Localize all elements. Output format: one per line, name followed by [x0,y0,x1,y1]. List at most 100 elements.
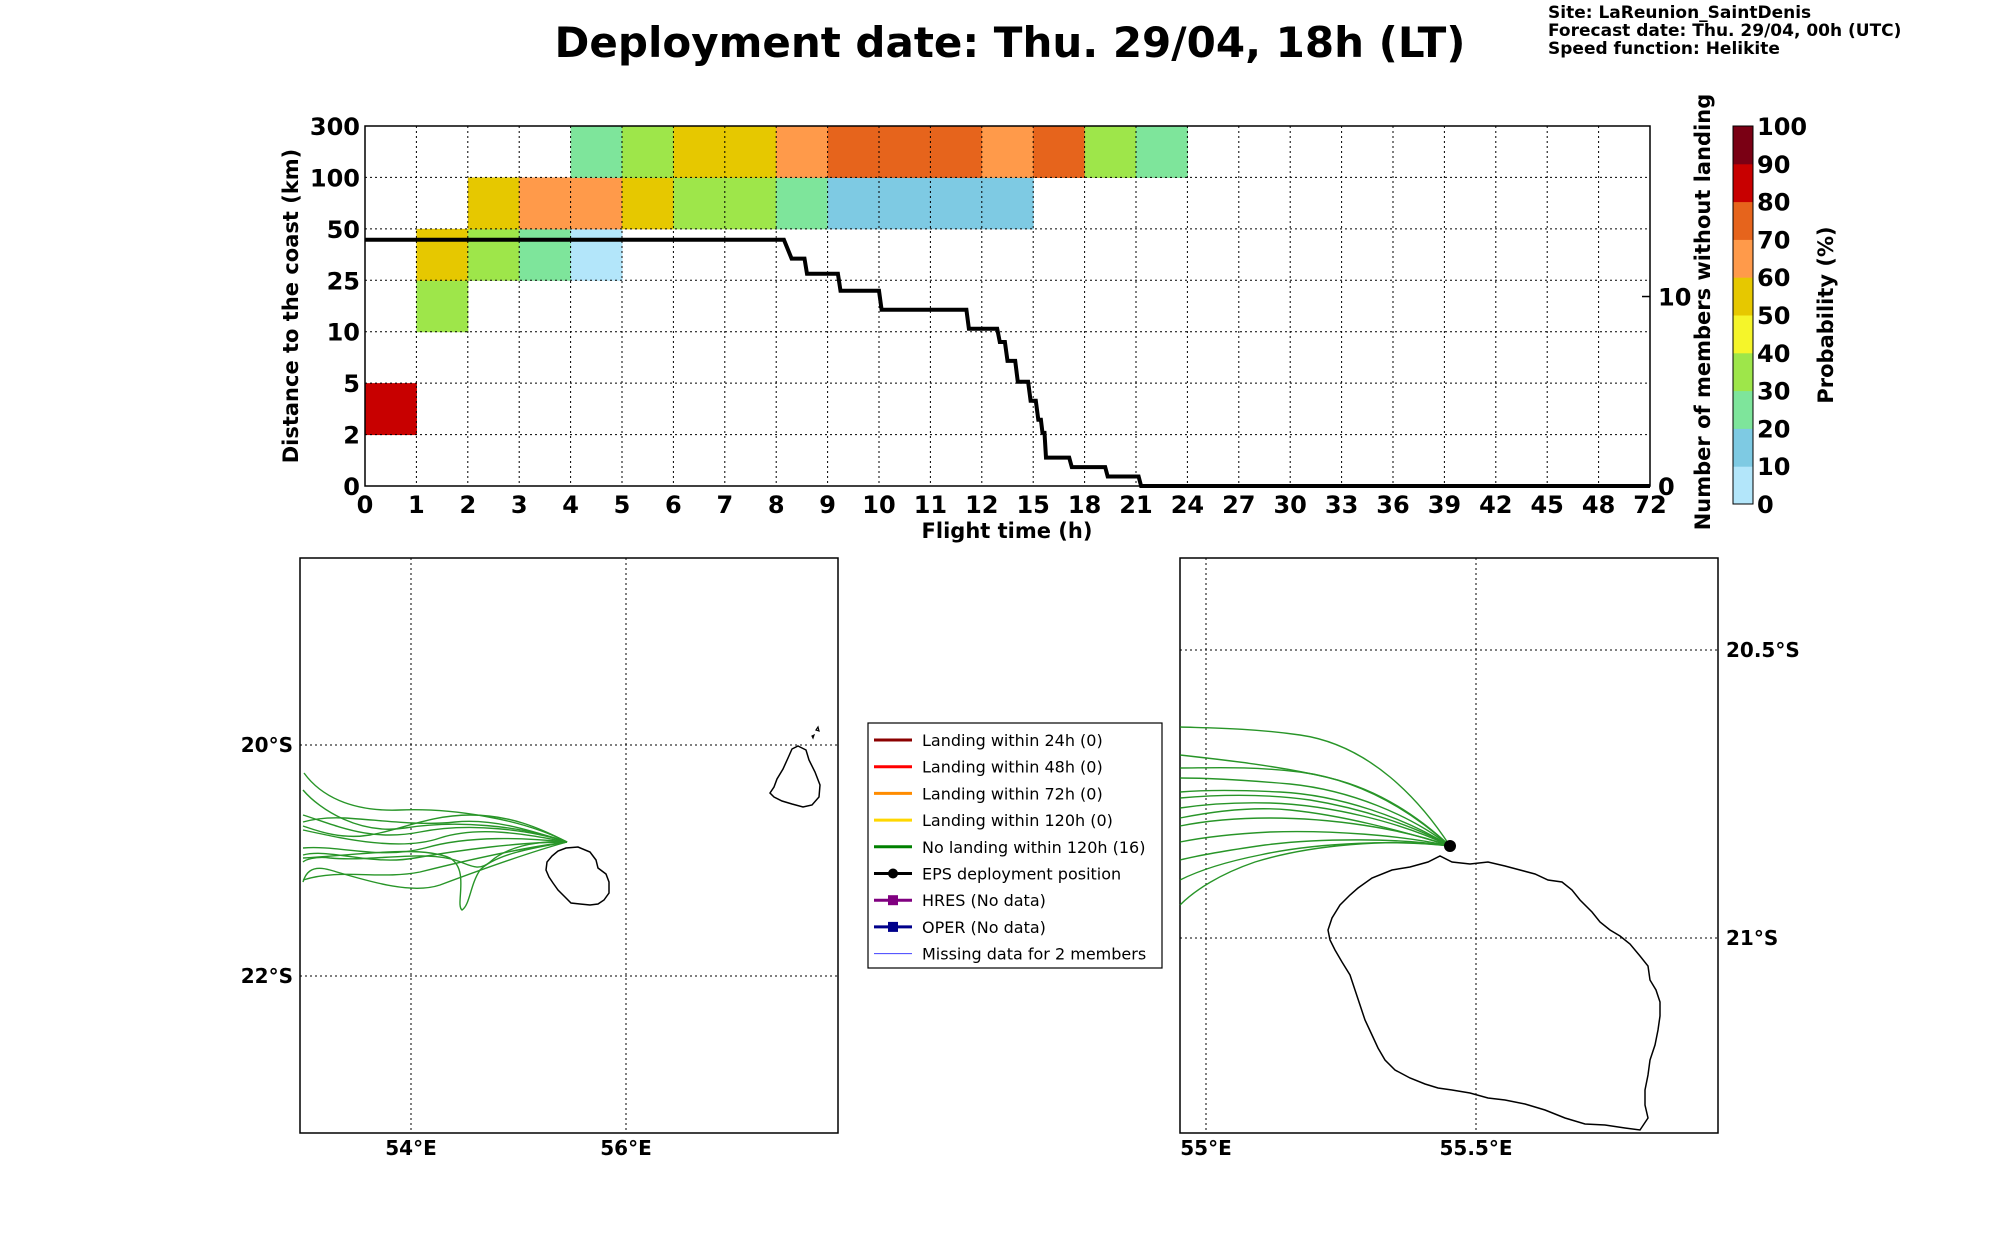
legend-marker [888,868,898,879]
x-tick-label: 18 [1068,491,1101,519]
lat-label-21: 21°S [1726,926,1778,950]
page-title: Deployment date: Thu. 29/04, 18h (LT) [555,18,1466,67]
heatmap-cell [365,383,417,436]
colorbar-bin [1733,390,1753,410]
trajectory [1179,842,1451,906]
x-tick-label: 9 [819,491,836,519]
legend-item: Landing within 72h (0) [874,784,1103,803]
colorbar-tick-label: 30 [1757,378,1790,406]
x-tick-label: 42 [1479,491,1512,519]
heatmap-cell [519,177,572,230]
heatmap-cells [365,126,1188,436]
colorbar-bin [1733,296,1753,316]
heatmap-cell [622,177,674,230]
zoom-map-gridlines [1180,558,1718,1133]
trajectory [302,814,568,843]
x-tick-label: 6 [665,491,682,519]
trajectory [1179,830,1451,847]
y-tick-label: 10 [327,319,360,347]
legend-item: EPS deployment position [874,865,1121,884]
x-tick-label: 39 [1428,491,1461,519]
forecast-date-label: Forecast date: Thu. 29/04, 00h (UTC) [1548,21,1901,41]
trajectory [303,772,568,843]
x-tick-label: 0 [357,491,374,519]
legend-frame [867,722,1163,969]
site-label: Site: LaReunion_SaintDenis [1548,3,1811,23]
legend-label: Landing within 120h (0) [922,811,1113,830]
y-tick-label: 100 [310,164,360,192]
legend-marker [888,921,898,932]
reunion-coastline-zoom [1327,855,1661,1131]
y-tick-label: 2 [343,422,360,450]
members-without-landing-line [365,237,1650,488]
heatmap-cell [1033,126,1086,178]
trajectory [1179,789,1451,847]
legend-marker [888,895,898,906]
colorbar-tick-label: 20 [1757,415,1790,443]
trajectory [302,837,568,854]
zoom-map-labels: 55°E 55.5°E 20.5°S 21°S [1180,638,1800,1160]
legend-label: HRES (No data) [922,891,1046,910]
trajectories-zoom [1179,726,1451,906]
heatmap-cell [416,228,469,281]
heatmap-cell [622,126,674,178]
legend-label: EPS deployment position [922,865,1121,884]
heatmap-cell [416,280,469,333]
heatmap-cell [724,126,777,178]
trajectory [302,841,568,889]
y2-tick-labels: 0 10 [1642,284,1691,501]
probability-heatmap: 0 1 2 3 4 5 6 7 8 9 10 11 12 15 18 21 24 27 30 33 36 39 42 45 48… [279,94,1715,543]
colorbar-bin [1733,409,1753,429]
colorbar-bin [1733,371,1753,392]
y-tick-label: 5 [343,370,360,398]
regional-map-labels: 54°E 56°E 20°S 22°S [241,733,652,1160]
legend-item: Missing data for 2 members [874,945,1146,964]
colorbar-bin [1733,201,1753,221]
y2-axis-label: Number of members without landing [1691,94,1715,531]
heatmap-cell [981,126,1034,178]
y-tick-label: 300 [310,113,360,141]
heatmap-grid [365,126,1650,486]
trajectory [302,789,568,843]
colorbar-tick-label: 40 [1757,340,1790,368]
x-tick-label: 12 [965,491,998,519]
colorbar-tick-label: 70 [1757,226,1790,254]
legend-item: OPER (No data) [874,918,1046,937]
heatmap-cell [467,228,520,281]
legend-label: Landing within 72h (0) [922,784,1103,803]
colorbar-tick-label: 10 [1757,453,1790,481]
colorbar-bin [1733,182,1753,203]
heatmap-frame [364,125,1651,487]
heatmap-cell [673,177,726,230]
heatmap-cell [827,177,880,230]
trajectory [1179,839,1451,861]
colorbar-frame [1732,125,1754,505]
colorbar-bin [1733,239,1753,259]
colorbar-bin [1733,277,1753,297]
colorbar-bin [1733,485,1753,505]
x-tick-label: 15 [1016,491,1049,519]
heatmap-cell [1084,126,1137,178]
colorbar-tick-label: 80 [1757,189,1790,217]
trajectory [1179,808,1451,847]
heatmap-cell [930,177,983,230]
x-tick-label: 36 [1376,491,1409,519]
heatmap-cell [930,126,983,178]
y-tick-label: 50 [327,216,360,244]
trajectory [1179,802,1451,847]
trajectory [302,814,568,843]
x-tick-label: 5 [614,491,631,519]
lon-label-55-5: 55.5°E [1439,1136,1512,1160]
legend-label: No landing within 120h (16) [922,838,1145,857]
x-tick-label: 21 [1119,491,1152,519]
mauritius-island-outline [769,745,821,808]
heatmap-cell [570,228,623,281]
legend: Landing within 24h (0) Landing within 48h… [867,722,1163,969]
y-axis-label: Distance to the coast (km) [279,149,303,464]
legend-item: No landing within 120h (16) [874,838,1145,857]
x-tick-label: 27 [1222,491,1255,519]
legend-label: Landing within 48h (0) [922,758,1103,777]
trajectories-regional [302,772,568,911]
